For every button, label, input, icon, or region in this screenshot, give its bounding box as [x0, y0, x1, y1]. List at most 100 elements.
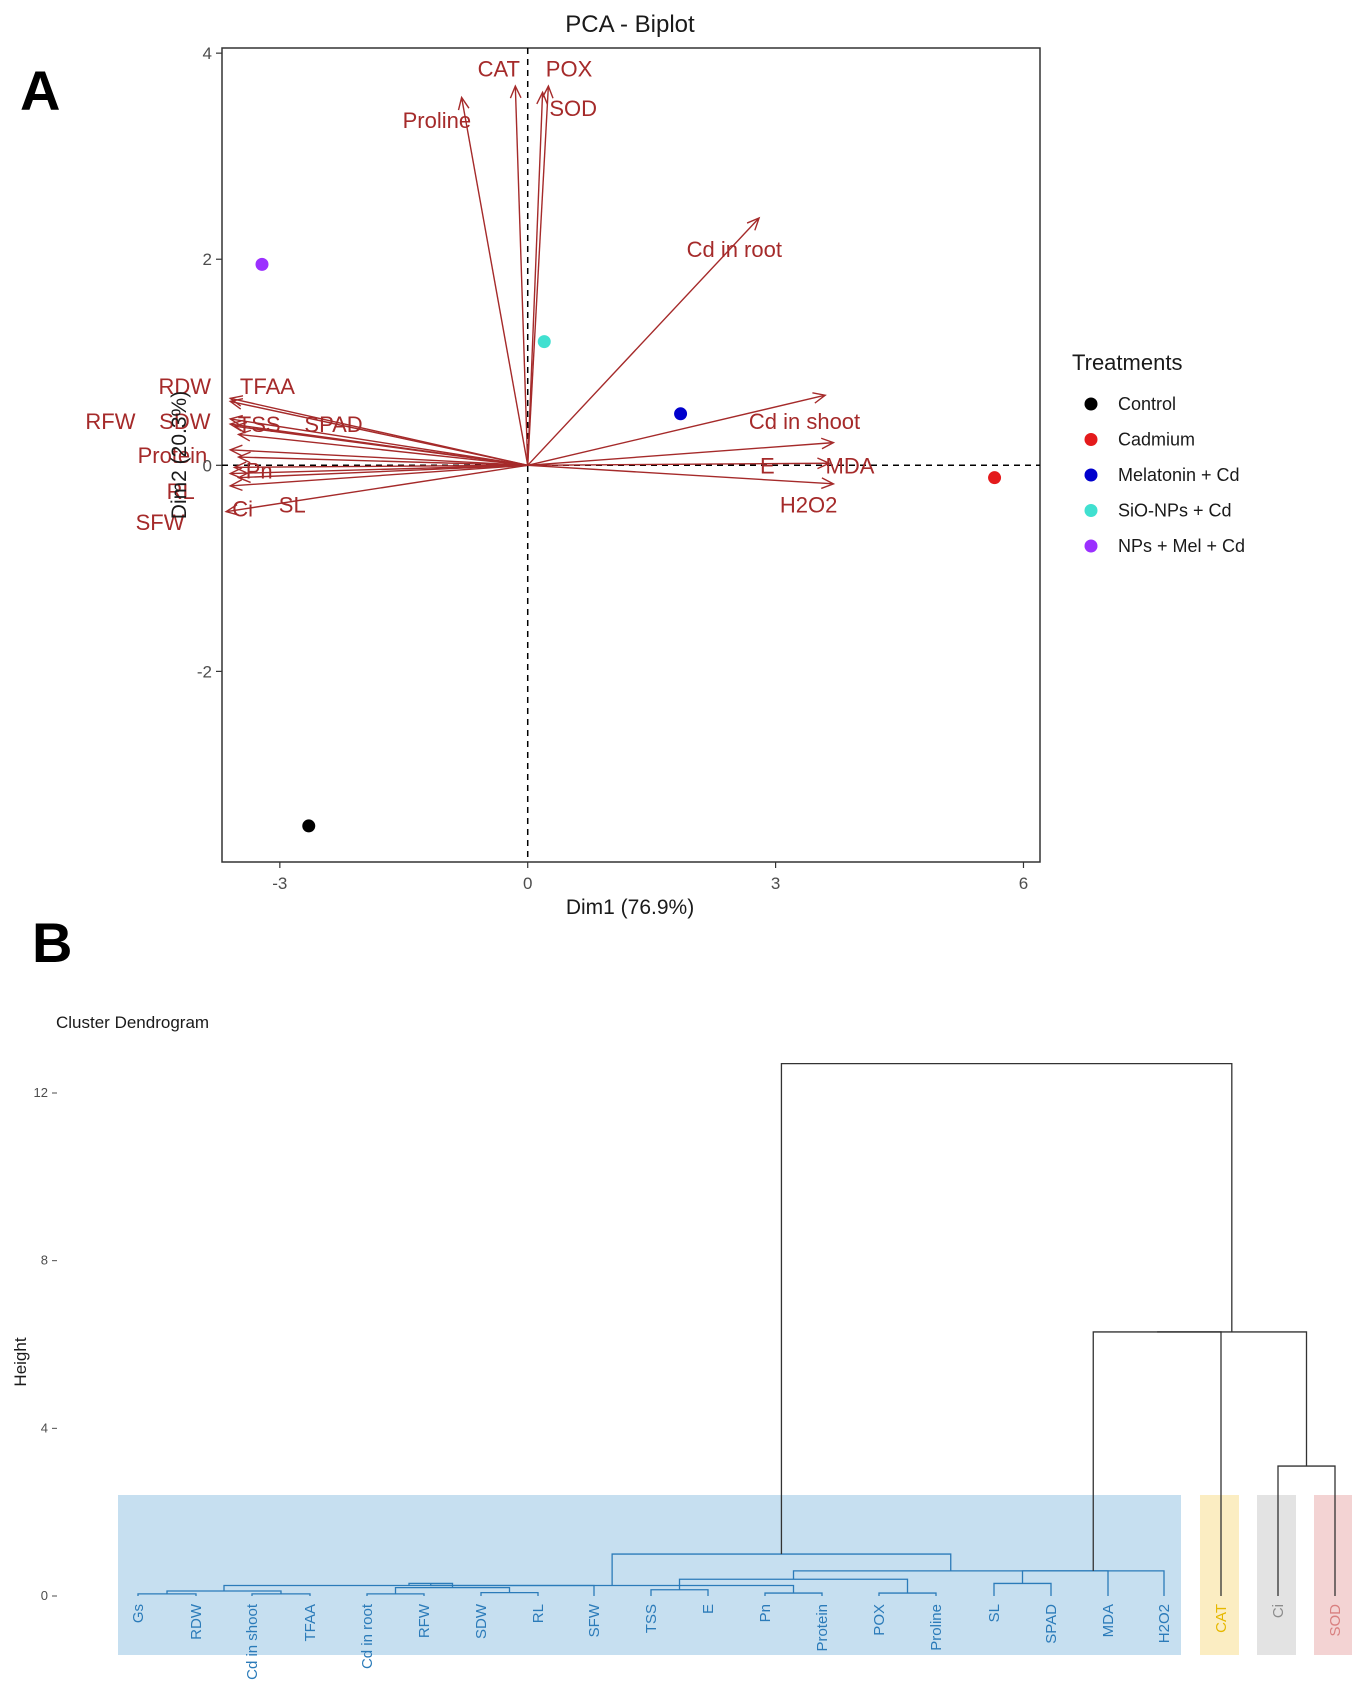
label-rdw: RDW	[159, 374, 212, 399]
label-tfaa: TFAA	[240, 374, 295, 399]
label-cat: CAT	[478, 57, 520, 82]
legend-marker	[1084, 397, 1098, 411]
dendrogram-leaf-labels: Gs RDW Cd in shoot TFAA Cd in root RFW SDW RL SF…	[130, 1603, 1344, 1680]
legend-item-cadmium: Cadmium	[1084, 430, 1195, 450]
pca-plot-border	[221, 47, 1041, 863]
dendrogram-y-axis-title: Height	[11, 1337, 30, 1386]
cluster-band-grey	[1257, 1495, 1296, 1655]
legend-marker	[1084, 468, 1098, 482]
label-rl: RL	[167, 479, 195, 504]
arrow-tss	[232, 421, 528, 466]
legend-title: Treatments	[1072, 350, 1182, 375]
leaf-label-sod: SOD	[1327, 1604, 1344, 1637]
leaf-label-sfw: SFW	[586, 1603, 603, 1637]
point-melatonin-cd	[674, 407, 688, 421]
arrow-cd-in-shoot	[527, 392, 827, 466]
legend-label: Cadmium	[1118, 430, 1195, 450]
arrow-rl	[228, 464, 528, 480]
dendrogram-link	[1157, 1331, 1308, 1467]
cluster-dendrogram: Cluster Dendrogram Height 0 4 8 12 Gs RDW Cd …	[11, 1013, 1352, 1680]
dendrogram-link	[878, 1592, 937, 1596]
arrow-cat	[509, 84, 529, 466]
dendrogram-links	[137, 1063, 1336, 1596]
pca-x-tick-label: 0	[523, 874, 532, 893]
label-proline: Proline	[403, 108, 471, 133]
leaf-label-mda: MDA	[1100, 1604, 1117, 1637]
pca-y-axis-title: Dim2 (20.3%)	[168, 391, 191, 519]
label-sod: SOD	[549, 96, 597, 121]
leaf-label-rfw: RFW	[416, 1603, 433, 1638]
label-sfw: SFW	[136, 510, 185, 535]
arrow-proline	[457, 95, 529, 466]
pca-y-tick-label: 4	[203, 44, 212, 63]
arrow-cd-in-root	[527, 216, 761, 466]
cluster-band-blue	[118, 1495, 1181, 1655]
leaf-label-protein: Protein	[814, 1604, 831, 1652]
pca-x-tick-label: -3	[272, 874, 287, 893]
dendrogram-link	[480, 1592, 539, 1596]
point-cadmium	[988, 471, 1002, 485]
legend-marker	[1084, 539, 1098, 553]
pca-variable-arrows	[224, 84, 836, 516]
legend-label: NPs + Mel + Cd	[1118, 536, 1245, 556]
dendrogram-link	[780, 1063, 1233, 1555]
dendrogram-y-axis: 0 4 8 12	[34, 1085, 57, 1603]
leaf-label-rdw: RDW	[188, 1603, 205, 1640]
label-sdw: SDW	[159, 409, 211, 434]
leaf-label-pn: Pn	[757, 1604, 774, 1622]
leaf-label-pox: POX	[871, 1604, 888, 1636]
leaf-label-cd-in-root: Cd in root	[359, 1603, 376, 1669]
leaf-label-ci: Ci	[1270, 1604, 1287, 1618]
label-sl: SL	[279, 492, 306, 517]
arrow-h2o2	[527, 464, 836, 490]
point-sio-nps-cd	[537, 335, 551, 349]
leaf-label-e: E	[700, 1604, 717, 1614]
arrow-sdw	[228, 414, 528, 466]
pca-y-tick-label: 0	[203, 456, 212, 475]
legend-item-control: Control	[1084, 394, 1176, 414]
leaf-label-spad: SPAD	[1043, 1604, 1060, 1644]
arrow-spad	[236, 429, 528, 466]
dendrogram-y-tick-label: 12	[34, 1085, 48, 1100]
pca-x-tick-label: 3	[771, 874, 780, 893]
pca-zero-lines	[222, 48, 1040, 862]
legend-label: Melatonin + Cd	[1118, 465, 1240, 485]
label-ci: Ci	[232, 497, 253, 522]
pca-y-tick-label: 2	[203, 250, 212, 269]
cluster-band-yellow	[1200, 1495, 1239, 1655]
label-cd-in-shoot: Cd in shoot	[749, 409, 860, 434]
legend: Control Cadmium Melatonin + Cd SiO-NPs + Cd…	[1084, 394, 1245, 556]
arrow-ci	[228, 464, 528, 492]
legend-marker	[1084, 433, 1098, 446]
panel-label-b: B	[32, 911, 72, 974]
pca-title: PCA - Biplot	[565, 11, 695, 38]
label-protein: Protein	[138, 443, 208, 468]
arrow-pox	[527, 84, 554, 466]
cluster-bands	[118, 1495, 1352, 1655]
legend-label: SiO-NPs + Cd	[1118, 501, 1232, 521]
arrow-protein	[228, 444, 528, 467]
dendrogram-y-tick-label: 0	[41, 1588, 48, 1603]
label-mda: MDA	[826, 453, 875, 478]
arrow-gs	[236, 451, 528, 467]
arrow-sod	[527, 90, 549, 466]
legend-label: Control	[1118, 394, 1176, 414]
label-pn: Pn	[246, 458, 273, 483]
label-pox: POX	[546, 57, 593, 82]
dendrogram-link	[394, 1586, 511, 1594]
leaf-label-h2o2: H2O2	[1156, 1604, 1173, 1643]
leaf-label-rl: RL	[530, 1604, 547, 1623]
label-rfw: RFW	[85, 409, 135, 434]
label-spad: SPAD	[304, 412, 362, 437]
arrow-e	[527, 437, 836, 467]
leaf-label-cat: CAT	[1213, 1604, 1230, 1633]
leaf-label-sdw: SDW	[473, 1603, 490, 1639]
leaf-label-proline: Proline	[928, 1604, 945, 1651]
dendrogram-y-tick-label: 4	[41, 1420, 48, 1435]
cluster-band-red	[1314, 1495, 1352, 1655]
pca-variable-labels: CAT POX SOD Proline Cd in root Cd in shoot E MD…	[85, 57, 874, 535]
dendrogram-link	[1277, 1465, 1336, 1596]
arrow-mda	[527, 457, 832, 470]
